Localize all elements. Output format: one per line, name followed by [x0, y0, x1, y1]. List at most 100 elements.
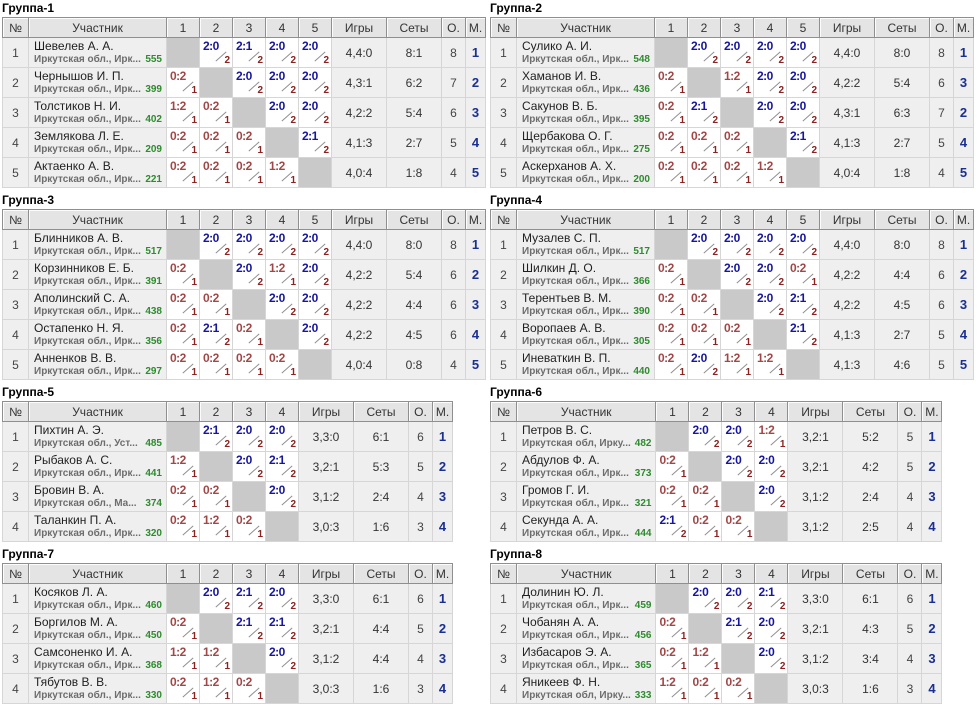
col-header-sets: Сеты [842, 401, 899, 422]
place-cell: 4 [921, 673, 943, 704]
match-points: 1 [745, 367, 751, 378]
match-points: 1 [224, 691, 230, 702]
score-cell: 2:0 2 [786, 67, 820, 98]
match-score: 0:2 [170, 321, 186, 335]
score-cell: 2:0 2 [688, 583, 723, 614]
participant-region: Иркутская обл., Ирк... [522, 660, 629, 671]
match-points: 1 [191, 85, 197, 96]
col-header-opponent-2: 2 [687, 209, 721, 230]
sets-cell: 8:0 [874, 229, 930, 260]
score-cell: 1:2 1 [720, 349, 754, 380]
match-score: 2:0 [790, 69, 806, 83]
score-cell: 1:2 1 [655, 673, 690, 704]
player-row: 2 Чобанян А. А. Иркутская обл., Ирк... 456 0… [490, 613, 943, 644]
player-number: 1 [2, 229, 29, 260]
match-score: 0:2 [170, 159, 186, 173]
participant-name: Иневаткин В. П. [522, 352, 611, 365]
diagonal-cell [166, 421, 200, 452]
col-header-points: О. [897, 563, 923, 584]
player-row: 2 Боргилов М. А. Иркутская обл., Ирк... 450… [2, 613, 453, 644]
score-cell: 0:2 1 [688, 511, 723, 542]
participant-rating: 517 [145, 246, 162, 257]
score-cell: 0:2 1 [688, 481, 723, 512]
match-score: 0:2 [658, 321, 674, 335]
col-header-games: Игры [331, 17, 387, 38]
participant-subline: Иркутская обл., Ирк... 438 [34, 306, 162, 317]
match-points: 1 [224, 661, 230, 672]
place-cell: 2 [465, 67, 486, 98]
participant-rating: 441 [145, 468, 162, 479]
match-points: 1 [224, 145, 230, 156]
diagonal-cell [166, 583, 200, 614]
player-number: 3 [490, 481, 517, 512]
score-cell: 0:2 1 [786, 259, 820, 290]
match-points: 1 [679, 277, 685, 288]
score-cell: 2:1 2 [786, 127, 820, 158]
points-cell: 6 [408, 421, 433, 452]
match-points: 2 [257, 247, 263, 258]
group-title: Группа-4 [490, 193, 543, 207]
participant-region: Иркутская обл., Ирк... [522, 498, 629, 509]
games-cell: 4,0:4 [331, 157, 387, 188]
score-cell: 0:2 1 [166, 319, 200, 350]
points-cell: 5 [441, 127, 466, 158]
col-header-opponent-2: 2 [688, 563, 723, 584]
match-points: 2 [290, 55, 296, 66]
score-cell: 2:0 2 [753, 97, 787, 128]
diagonal-cell [654, 229, 688, 260]
match-score: 2:0 [790, 99, 806, 113]
match-score: 2:1 [236, 585, 252, 599]
match-score: 2:0 [757, 99, 773, 113]
participant-name: Избасаров Э. А. [522, 646, 612, 659]
score-cell: 0:2 1 [232, 349, 266, 380]
group-block: Группа-2 № Участник 1 2 3 4 5 Игры Сеты О. М. 1 Сулик… [490, 1, 980, 188]
match-points: 1 [191, 307, 197, 318]
participant-region: Иркутская обл., Ирк... [34, 84, 141, 95]
participant-subline: Иркутская обл., Ирк... 459 [522, 600, 651, 611]
participant-rating: 436 [633, 84, 650, 95]
match-score: 2:1 [269, 615, 285, 629]
participant-rating: 399 [145, 84, 162, 95]
match-points: 1 [713, 529, 720, 540]
score-cell: 0:2 1 [232, 157, 266, 188]
participant-region: Иркутская обл., Уст... [34, 438, 138, 449]
participant-region: Иркутская обл., Ирк... [522, 630, 629, 641]
games-cell: 4,4:0 [819, 37, 875, 68]
participant-subline: Иркутская обл., Ирк... 391 [34, 276, 162, 287]
points-cell: 6 [929, 67, 954, 98]
col-header-place: М. [432, 401, 453, 422]
player-row: 3 Аполинский С. А. Иркутская обл., Ирк... 4… [2, 289, 486, 320]
player-row: 4 Яникеев Ф. Н. Иркутская обл, Ирку... 333 1… [490, 673, 943, 704]
col-header-opponent-4: 4 [265, 17, 299, 38]
sets-cell: 1:6 [842, 673, 899, 704]
games-cell: 3,3:0 [787, 583, 844, 614]
player-row: 3 Сакунов В. Б. Иркутская обл., Ирк... 395 0… [490, 97, 974, 128]
participant-subline: Иркутская обл., Ирк... 460 [34, 600, 162, 611]
col-header-opponent-3: 3 [720, 17, 754, 38]
player-row: 2 Рыбаков А. С. Иркутская обл., Ирк... 441 1… [2, 451, 453, 482]
score-cell: 1:2 1 [166, 97, 200, 128]
participant-rating: 209 [145, 144, 162, 155]
diagonal-cell [265, 127, 299, 158]
place-cell: 1 [953, 229, 974, 260]
col-header-num: № [2, 563, 29, 584]
points-cell: 5 [408, 613, 433, 644]
match-points: 1 [191, 631, 197, 642]
player-row: 5 Иневаткин В. П. Иркутская обл., Ирк... 44… [490, 349, 974, 380]
group-table: № Участник 1 2 3 4 Игры Сеты О. М. 1 Петров В. С. Ир… [490, 401, 943, 542]
score-cell: 0:2 1 [654, 259, 688, 290]
match-score: 0:2 [658, 291, 674, 305]
table-body: 1 Блинников А. В. Иркутская обл., Ирк... 51… [2, 229, 486, 380]
participant-subline: Иркутская обл., Ирк... 221 [34, 174, 162, 185]
match-score: 0:2 [692, 675, 709, 689]
header-row: № Участник 1 2 3 4 5 Игры Сеты О. М. [490, 17, 974, 38]
score-cell: 2:0 2 [199, 583, 233, 614]
player-row: 3 Самсоненко И. А. Иркутская обл., Ирк... 3… [2, 643, 453, 674]
place-cell: 5 [953, 157, 974, 188]
match-points: 1 [745, 85, 751, 96]
table-body: 1 Музалев С. П. Иркутская обл., Ирк... 517 2… [490, 229, 974, 380]
participant-name: Толстиков Н. И. [34, 100, 122, 113]
player-row: 4 Тябутов В. В. Иркутская обл., Ирк... 330 0… [2, 673, 453, 704]
match-points: 1 [746, 529, 753, 540]
score-cell: 2:0 2 [721, 421, 756, 452]
